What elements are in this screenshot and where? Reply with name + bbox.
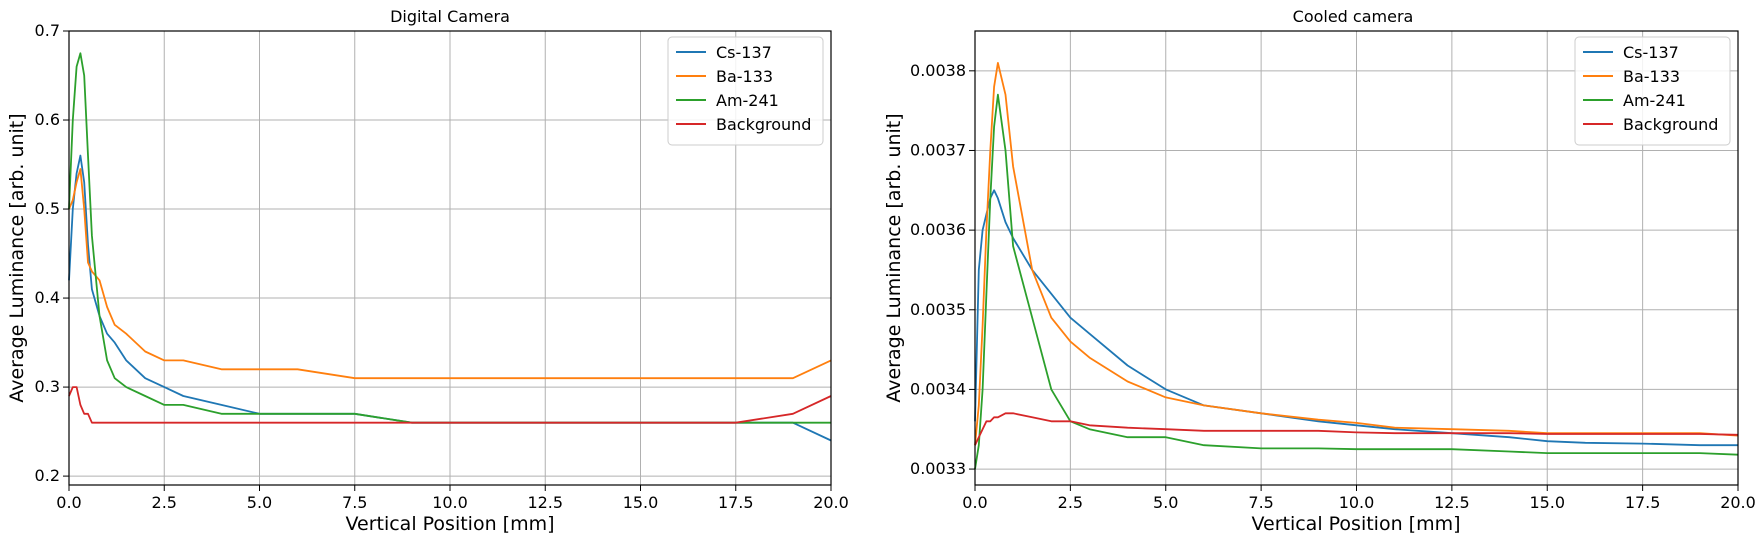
x-tick-label: 5.0 — [1153, 493, 1178, 512]
series-line-background — [68, 386, 832, 424]
series-group — [68, 52, 832, 442]
series-line-background — [974, 412, 1739, 446]
x-axis-label: Vertical Position [mm] — [1251, 513, 1460, 535]
series-line-am-241 — [974, 93, 1739, 470]
x-tick-label: 12.5 — [1434, 493, 1470, 512]
y-tick-label: 0.0036 — [910, 220, 966, 239]
x-tick-label: 20.0 — [1720, 493, 1756, 512]
chart-title: Cooled camera — [1293, 7, 1414, 26]
y-tick-label: 0.7 — [35, 21, 60, 40]
y-ticks: 0.0033 0.0034 0.0035 0.0036 0.0037 0.0038 — [910, 61, 975, 478]
x-tick-label: 0.0 — [962, 493, 987, 512]
y-tick-label: 0.6 — [35, 110, 60, 129]
legend-label: Ba-133 — [716, 67, 773, 86]
series-line-cs-137 — [974, 189, 1738, 447]
x-tick-label: 0.0 — [56, 493, 81, 512]
y-tick-label: 0.4 — [35, 288, 60, 307]
chart-title: Digital Camera — [390, 7, 510, 26]
y-tick-label: 0.0038 — [910, 61, 966, 80]
legend-label: Am-241 — [716, 91, 779, 110]
x-tick-label: 17.5 — [1625, 493, 1661, 512]
series-group — [974, 62, 1739, 470]
y-tick-label: 0.0034 — [910, 379, 966, 398]
x-axis-label: Vertical Position [mm] — [345, 513, 554, 535]
x-tick-label: 20.0 — [813, 493, 849, 512]
x-ticks: 0.0 2.5 5.0 7.5 10.0 12.5 15.0 17.5 20.0 — [56, 485, 849, 512]
x-tick-label: 15.0 — [623, 493, 659, 512]
x-tick-label: 7.5 — [1248, 493, 1273, 512]
y-tick-label: 0.0037 — [910, 140, 966, 159]
x-ticks: 0.0 2.5 5.0 7.5 10.0 12.5 15.0 17.5 20.0 — [962, 485, 1756, 512]
y-tick-label: 0.0033 — [910, 459, 966, 478]
legend-label: Background — [1623, 115, 1718, 134]
x-tick-label: 7.5 — [342, 493, 367, 512]
x-tick-label: 5.0 — [247, 493, 272, 512]
x-tick-label: 2.5 — [152, 493, 177, 512]
digital-camera-chart: Digital Camera 0.0 2.5 5.0 7.5 10.0 12.5 15.0 1… — [6, 7, 849, 535]
series-line-ba-133 — [68, 168, 832, 380]
x-tick-label: 17.5 — [718, 493, 754, 512]
y-axis-label: Average Luminance [arb. unit] — [883, 113, 905, 402]
y-ticks: 0.2 0.3 0.4 0.5 0.6 0.7 — [35, 21, 69, 485]
legend-box — [667, 36, 824, 146]
y-tick-label: 0.0035 — [910, 300, 966, 319]
legend-box — [1574, 36, 1731, 146]
legend-label: Am-241 — [1623, 91, 1686, 110]
legend-label: Background — [716, 115, 811, 134]
legend: Cs-137 Ba-133 Am-241 Background — [1574, 36, 1731, 146]
cooled-camera-chart: Cooled camera 0.0 2.5 5.0 7.5 10.0 12.5 15.0 17… — [883, 7, 1756, 535]
y-tick-label: 0.3 — [35, 377, 60, 396]
series-line-ba-133 — [974, 62, 1739, 446]
legend-label: Cs-137 — [1623, 43, 1679, 62]
x-tick-label: 10.0 — [432, 493, 468, 512]
y-axis-label: Average Luminance [arb. unit] — [6, 113, 28, 402]
x-tick-label: 12.5 — [527, 493, 563, 512]
legend: Cs-137 Ba-133 Am-241 Background — [667, 36, 824, 146]
y-tick-label: 0.5 — [35, 199, 60, 218]
y-tick-label: 0.2 — [35, 466, 60, 485]
x-tick-label: 10.0 — [1339, 493, 1375, 512]
legend-label: Cs-137 — [716, 43, 772, 62]
legend-label: Ba-133 — [1623, 67, 1680, 86]
x-tick-label: 15.0 — [1529, 493, 1565, 512]
x-tick-label: 2.5 — [1058, 493, 1083, 512]
